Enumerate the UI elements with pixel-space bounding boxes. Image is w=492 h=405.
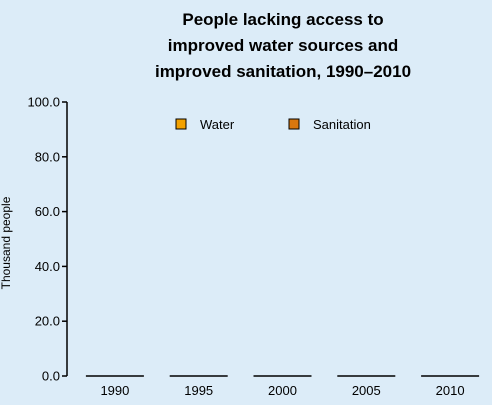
x-tick-label: 1990 (100, 383, 129, 398)
chart-title-line: improved water sources and (168, 36, 399, 55)
y-axis-label: Thousand people (0, 196, 13, 289)
x-tick-label: 2005 (352, 383, 381, 398)
chart-title-line: People lacking access to (182, 10, 383, 29)
chart-title: People lacking access to improved water s… (155, 10, 411, 81)
x-axis: 1990 1995 2000 2005 2010 (85, 375, 480, 398)
y-tick-label: 60.0 (35, 204, 60, 219)
legend-swatch-sanitation (288, 118, 300, 130)
x-tick-label: 1995 (184, 383, 213, 398)
legend-label-water: Water (200, 117, 235, 132)
chart-legend: Water Sanitation (175, 117, 371, 132)
x-tick-label: 2000 (268, 383, 297, 398)
y-tick-label: 20.0 (35, 314, 60, 329)
y-axis: 0.0 20.0 40.0 60.0 80.0 100.0 (27, 95, 68, 384)
legend-swatch-water (175, 118, 187, 130)
x-tick-label: 2010 (436, 383, 465, 398)
y-tick-label: 40.0 (35, 259, 60, 274)
chart-title-line: improved sanitation, 1990–2010 (155, 62, 411, 81)
y-tick-label: 100.0 (27, 95, 60, 110)
y-tick-label: 80.0 (35, 149, 60, 164)
y-tick-label: 0.0 (42, 369, 60, 384)
legend-label-sanitation: Sanitation (313, 117, 371, 132)
